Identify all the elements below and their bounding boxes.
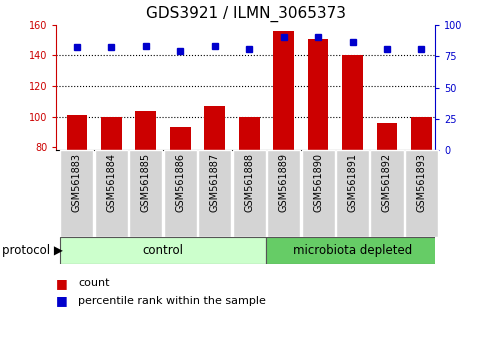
Text: control: control: [142, 244, 183, 257]
Bar: [238, 117, 259, 150]
Bar: [170, 127, 190, 150]
FancyBboxPatch shape: [335, 150, 368, 237]
Title: GDS3921 / ILMN_3065373: GDS3921 / ILMN_3065373: [145, 6, 345, 22]
FancyBboxPatch shape: [129, 150, 162, 237]
Text: GSM561883: GSM561883: [72, 153, 81, 212]
Text: GSM561885: GSM561885: [141, 153, 150, 212]
FancyBboxPatch shape: [60, 150, 93, 237]
FancyBboxPatch shape: [266, 150, 300, 237]
Text: GSM561884: GSM561884: [106, 153, 116, 212]
Bar: [135, 110, 156, 150]
Bar: [66, 115, 87, 150]
Text: GSM561891: GSM561891: [347, 153, 357, 212]
Text: count: count: [78, 278, 109, 288]
Text: GSM561893: GSM561893: [416, 153, 426, 212]
FancyBboxPatch shape: [370, 150, 403, 237]
FancyBboxPatch shape: [163, 150, 196, 237]
Text: GSM561892: GSM561892: [381, 153, 391, 212]
Text: microbiota depleted: microbiota depleted: [292, 244, 411, 257]
Text: percentile rank within the sample: percentile rank within the sample: [78, 296, 265, 306]
Text: ■: ■: [56, 277, 68, 290]
Bar: [307, 39, 328, 150]
Text: protocol ▶: protocol ▶: [2, 244, 63, 257]
Text: ■: ■: [56, 295, 68, 307]
FancyBboxPatch shape: [232, 150, 265, 237]
FancyBboxPatch shape: [198, 150, 231, 237]
FancyBboxPatch shape: [301, 150, 334, 237]
Text: GSM561886: GSM561886: [175, 153, 185, 212]
Bar: [101, 117, 122, 150]
FancyBboxPatch shape: [404, 150, 437, 237]
Bar: [266, 237, 438, 264]
Text: GSM561887: GSM561887: [209, 153, 219, 212]
Text: GSM561889: GSM561889: [278, 153, 288, 212]
Text: GSM561888: GSM561888: [244, 153, 254, 212]
Bar: [342, 56, 362, 150]
Bar: [376, 123, 396, 150]
Bar: [60, 237, 266, 264]
Bar: [273, 31, 293, 150]
Bar: [410, 117, 431, 150]
Bar: [204, 106, 224, 150]
FancyBboxPatch shape: [95, 150, 128, 237]
Text: GSM561890: GSM561890: [312, 153, 323, 212]
